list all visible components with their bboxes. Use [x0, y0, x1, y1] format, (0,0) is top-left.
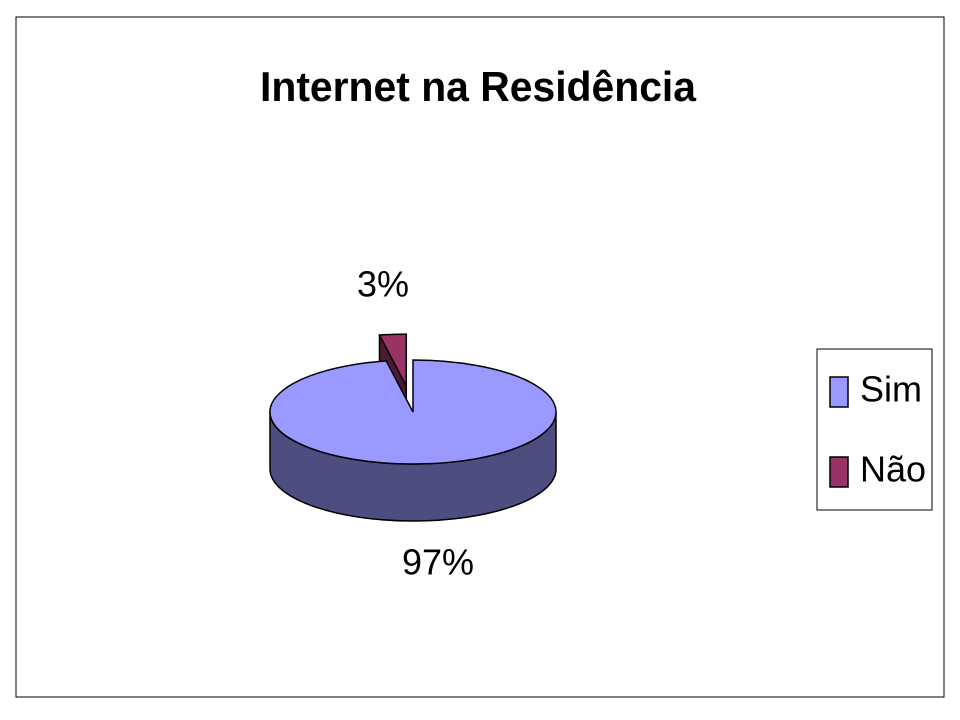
chart-title: Internet na Residência: [260, 63, 697, 110]
chart-border: [15, 16, 945, 698]
legend-swatch: [829, 376, 849, 408]
pie-slice: [378, 333, 408, 387]
legend-label: Não: [860, 449, 926, 490]
legend-label: Sim: [860, 369, 922, 410]
pie-slice: [269, 359, 557, 465]
data-label: 3%: [357, 264, 409, 305]
data-label: 97%: [402, 542, 474, 583]
legend-swatch: [829, 456, 849, 488]
